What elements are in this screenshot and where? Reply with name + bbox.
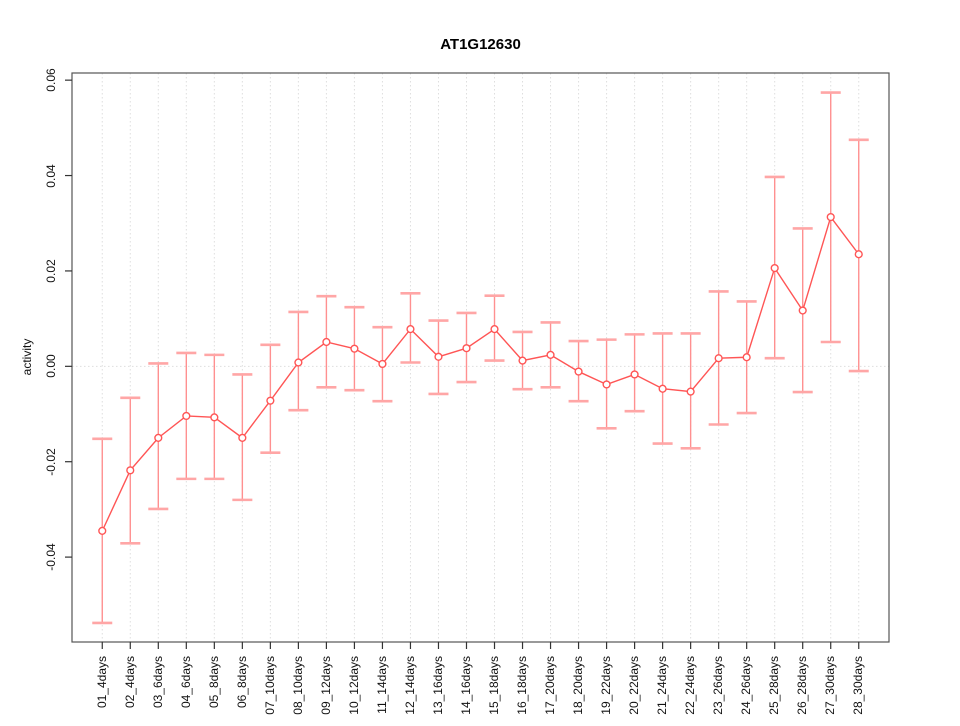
x-tick-label: 22_24days [683,656,698,715]
data-point [406,325,415,334]
data-point [378,359,387,369]
y-tick-label: 0.04 [44,163,58,188]
series-line [101,215,860,532]
data-point [770,263,779,273]
data-point [658,384,667,393]
data-point [518,356,527,365]
x-tick-label: 12_14days [402,656,417,715]
x-tick-label: 06_8days [234,656,249,709]
data-point [294,358,303,367]
y-tick-label: 0.02 [44,259,58,283]
x-tick-label: 04_6days [178,656,193,709]
data-point [490,325,499,334]
x-tick-label: 19_22days [599,656,614,715]
data-point [182,411,191,421]
x-tick-label: 01_4days [94,656,109,709]
data-point [714,354,723,363]
y-tick-label: -0.02 [44,448,58,476]
x-tick-label: 09_12days [318,656,333,715]
x-tick-label: 08_10days [290,656,305,715]
x-tick-label: 28_30days [851,656,866,715]
x-tick-label: 26_28days [795,656,810,715]
data-point [434,352,443,361]
data-point [462,344,471,353]
x-tick-label: 16_18days [515,656,530,715]
x-tick-label: 18_20days [571,656,586,715]
data-point [602,380,611,389]
y-tick-label: 0.00 [44,354,58,378]
data-point [798,306,807,315]
x-tick-label: 07_10days [262,656,277,715]
data-point [350,344,359,353]
x-tick-label: 20_22days [627,656,642,715]
data-point [686,387,695,396]
y-tick-label: -0.04 [44,543,58,571]
data-point [854,250,863,259]
x-tick-label: 13_16days [430,656,445,715]
x-tick-label: 25_28days [767,656,782,715]
y-tick-label: 0.06 [44,68,58,92]
data-point [630,370,639,379]
x-tick-label: 05_8days [206,656,221,709]
data-point [826,212,835,222]
x-tick-label: 14_16days [458,656,473,715]
data-point [98,526,107,535]
data-point [322,337,331,347]
x-tick-label: 17_20days [543,656,558,715]
x-tick-label: 23_26days [711,656,726,715]
x-tick-label: 15_18days [487,656,501,715]
plot-border [71,72,890,643]
x-tick-label: 10_12days [346,656,361,715]
data-point [154,433,163,442]
data-point [266,396,275,405]
x-tick-label: 03_6days [150,656,165,709]
data-point [546,350,555,359]
x-tick-label: 11_14days [374,656,389,714]
chart-title: AT1G12630 [440,36,521,53]
x-tick-label: 02_4days [122,656,137,709]
data-point [574,367,583,376]
data-point [238,433,247,442]
x-tick-label: 21_24days [655,656,670,715]
data-point [210,413,219,422]
data-point [742,353,751,362]
x-tick-label: 27_30days [823,656,838,715]
x-tick-label: 24_26days [739,656,754,715]
data-point [126,466,135,475]
